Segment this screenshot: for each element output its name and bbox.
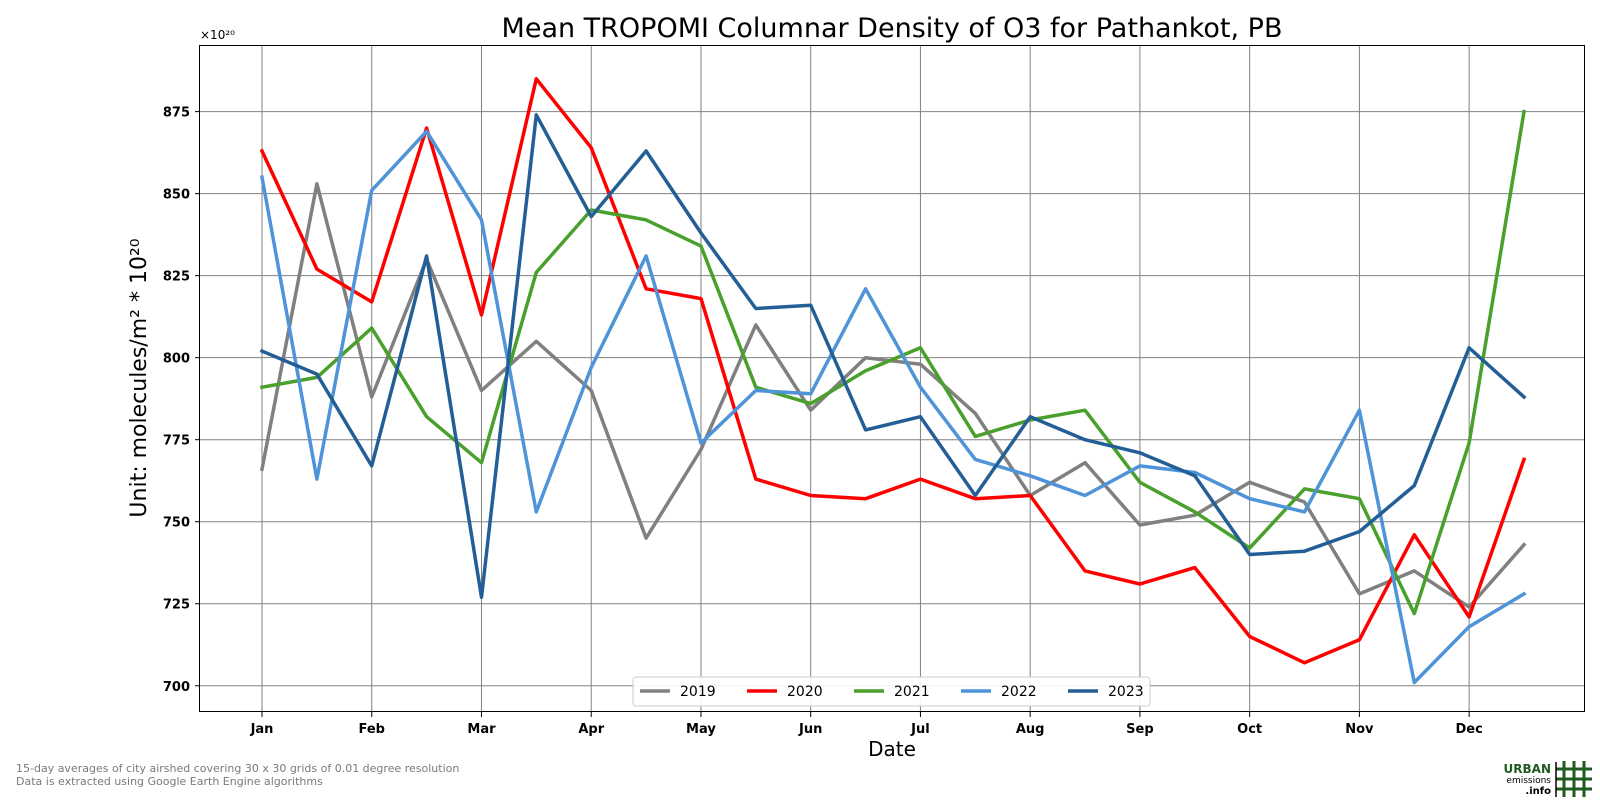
- chart-title: Mean TROPOMI Columnar Density of O3 for …: [502, 13, 1283, 44]
- y-tick-label: 750: [163, 516, 190, 531]
- footnote-line-1: 15-day averages of city airshed covering…: [16, 762, 460, 775]
- series-line-2020: [259, 77, 1527, 665]
- x-axis-title: Date: [868, 737, 916, 761]
- x-tick-label: Jul: [910, 722, 930, 737]
- legend-label-2021: 2021: [894, 684, 930, 700]
- x-tick-label: Mar: [467, 722, 496, 737]
- legend-label-2020: 2020: [787, 684, 823, 700]
- y-tick-label: 775: [163, 434, 190, 449]
- series-line-2023: [259, 113, 1527, 599]
- y-axis-offset-text: ×10²⁰: [200, 28, 235, 42]
- x-tick-label: Apr: [578, 722, 604, 737]
- grid-logo-icon: [1555, 761, 1592, 797]
- y-tick-label: 725: [163, 598, 190, 613]
- y-tick-label: 700: [163, 680, 190, 695]
- logo-text-emissions: emissions: [1506, 776, 1551, 786]
- series-line-2021: [259, 109, 1527, 616]
- legend: 2019 2020 2021 2022 2023: [632, 676, 1151, 707]
- legend-frame: [632, 676, 1151, 707]
- y-tick-label: 825: [163, 270, 190, 285]
- y-axis-title: Unit: molecules/m² * 10²⁰: [127, 238, 152, 517]
- logo-text-info: .info: [1525, 786, 1551, 797]
- legend-label-2023: 2023: [1108, 684, 1144, 700]
- grid-lines: [200, 46, 1585, 712]
- urban-emissions-logo: URBAN emissions .info: [1497, 760, 1593, 798]
- x-tick-label: Feb: [358, 722, 384, 737]
- axis-ticks: 700 725 750 775 800 825 850 875 Jan Feb Mar Apr May J…: [163, 106, 1483, 737]
- x-tick-label: Oct: [1237, 722, 1262, 737]
- legend-label-2022: 2022: [1001, 684, 1037, 700]
- x-tick-label: May: [686, 722, 716, 737]
- series-lines: [259, 77, 1527, 685]
- series-line-2022: [259, 129, 1527, 685]
- y-tick-label: 875: [163, 106, 190, 121]
- y-tick-label: 800: [163, 352, 190, 367]
- plot-area-frame: [199, 45, 1585, 712]
- x-tick-label: Nov: [1345, 722, 1374, 737]
- legend-label-2019: 2019: [680, 684, 716, 700]
- y-tick-label: 850: [163, 188, 190, 203]
- x-tick-label: Jan: [250, 722, 274, 737]
- series-line-2019: [259, 182, 1527, 609]
- x-tick-label: Dec: [1455, 722, 1482, 737]
- x-tick-label: Sep: [1126, 722, 1154, 737]
- logo-text-urban: URBAN: [1503, 762, 1551, 776]
- footnote-line-2: Data is extracted using Google Earth Eng…: [16, 775, 323, 788]
- x-tick-label: Aug: [1016, 722, 1045, 737]
- x-tick-label: Jun: [798, 722, 822, 737]
